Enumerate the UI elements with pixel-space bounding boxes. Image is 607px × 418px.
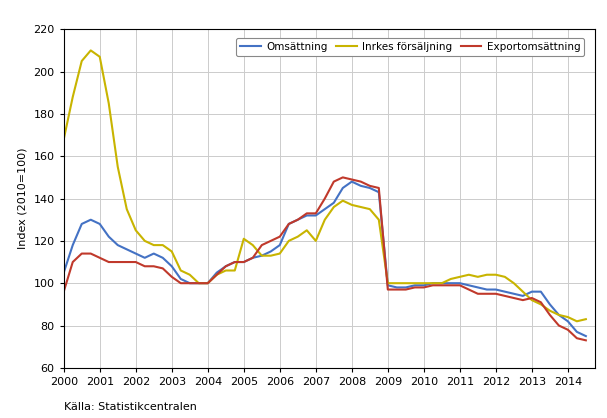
Exportomsättning bbox=[582, 338, 589, 343]
Line: Inrkes försäljning: Inrkes försäljning bbox=[64, 51, 586, 321]
Omsättning bbox=[582, 334, 589, 339]
Exportomsättning bbox=[447, 283, 455, 288]
Inrkes försäljning bbox=[78, 59, 86, 64]
Omsättning bbox=[195, 281, 202, 286]
Legend: Omsättning, Inrkes försäljning, Exportomsättning: Omsättning, Inrkes försäljning, Exportom… bbox=[236, 38, 585, 56]
Inrkes försäljning bbox=[150, 242, 157, 247]
Line: Omsättning: Omsättning bbox=[64, 181, 586, 336]
Exportomsättning bbox=[60, 289, 67, 294]
Omsättning bbox=[348, 179, 356, 184]
Y-axis label: Index (2010=100): Index (2010=100) bbox=[18, 148, 28, 249]
Text: Källa: Statistikcentralen: Källa: Statistikcentralen bbox=[64, 402, 197, 412]
Exportomsättning bbox=[114, 260, 121, 265]
Inrkes försäljning bbox=[87, 48, 94, 53]
Inrkes försäljning bbox=[339, 198, 347, 203]
Omsättning bbox=[330, 200, 337, 205]
Line: Exportomsättning: Exportomsättning bbox=[64, 177, 586, 340]
Exportomsättning bbox=[195, 281, 202, 286]
Inrkes försäljning bbox=[204, 281, 211, 286]
Omsättning bbox=[60, 270, 67, 275]
Exportomsättning bbox=[78, 251, 86, 256]
Inrkes försäljning bbox=[582, 317, 589, 322]
Omsättning bbox=[114, 242, 121, 247]
Inrkes försäljning bbox=[573, 319, 580, 324]
Exportomsättning bbox=[141, 264, 148, 269]
Omsättning bbox=[141, 255, 148, 260]
Exportomsättning bbox=[330, 179, 337, 184]
Omsättning bbox=[447, 281, 455, 286]
Inrkes försäljning bbox=[60, 137, 67, 142]
Exportomsättning bbox=[339, 175, 347, 180]
Omsättning bbox=[78, 222, 86, 227]
Inrkes försäljning bbox=[447, 276, 455, 281]
Inrkes försäljning bbox=[123, 206, 131, 212]
